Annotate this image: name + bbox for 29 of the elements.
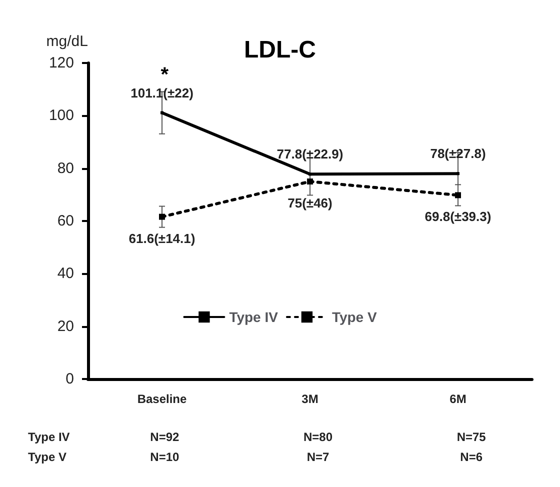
data-label: 69.8(±39.3) bbox=[424, 209, 492, 224]
y-tick-label: 20 bbox=[57, 318, 74, 335]
annotation: * bbox=[160, 64, 169, 86]
data-label: 75(±46) bbox=[288, 196, 332, 210]
y-tick-label: 120 bbox=[48, 54, 74, 72]
legend-label: Type IV bbox=[229, 309, 279, 325]
y-tick-label: 100 bbox=[48, 107, 74, 124]
legend-label: Type V bbox=[332, 309, 378, 325]
y-tick-label: 80 bbox=[57, 160, 74, 177]
text: N=75 bbox=[456, 430, 486, 444]
text: Type V bbox=[28, 450, 66, 464]
text: N=6 bbox=[460, 450, 483, 464]
y-axis-title: mg/dL bbox=[46, 33, 88, 50]
text: Type IV bbox=[28, 430, 70, 444]
text: N=80 bbox=[303, 430, 333, 444]
data-label: 61.6(±14.1) bbox=[128, 230, 196, 246]
x-tick-label: Baseline bbox=[137, 392, 188, 406]
data-label: 101.1(±22) bbox=[130, 85, 194, 100]
text: N=7 bbox=[306, 450, 330, 464]
chart-title: LDL-C bbox=[244, 36, 316, 64]
x-tick-label: 6M bbox=[450, 392, 466, 406]
y-tick-label: 40 bbox=[57, 265, 74, 282]
y-tick-label: 60 bbox=[57, 212, 74, 230]
data-label: 78(±27.8) bbox=[430, 146, 486, 162]
text: N=92 bbox=[150, 430, 180, 444]
y-tick-label: 0 bbox=[66, 370, 74, 388]
x-tick-label: 3M bbox=[302, 392, 318, 406]
data-label: 77.8(±22.9) bbox=[276, 146, 344, 162]
text: N=10 bbox=[150, 450, 180, 464]
